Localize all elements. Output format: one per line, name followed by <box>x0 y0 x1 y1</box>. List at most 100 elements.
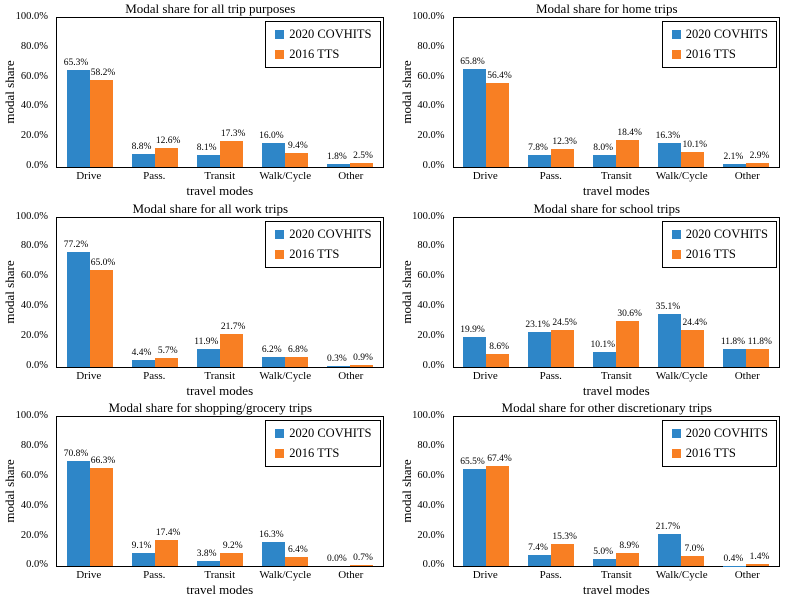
legend-item: 2020 COVHITS <box>275 425 372 442</box>
bar-value-label: 67.4% <box>487 453 512 464</box>
bar-value-label: 77.2% <box>63 239 89 250</box>
y-tick-label: 40.0% <box>417 499 445 511</box>
chart-title: Modal share for all trip purposes <box>125 1 296 16</box>
chart-title: Modal share for school trips <box>533 200 681 216</box>
y-tick-label: 100.0% <box>412 210 445 222</box>
bar-2016-tts: 6.4% <box>284 545 308 567</box>
bar-group: 0.0% 0.7% <box>317 417 382 567</box>
x-axis-title: travel modes <box>582 582 650 598</box>
bar-value-label: 0.0% <box>326 554 347 565</box>
y-tick-label: 60.0% <box>417 70 445 82</box>
bar-2020-covhits: 6.2% <box>261 345 285 367</box>
y-tick-label: 20.0% <box>20 130 48 142</box>
legend-item: 2020 COVHITS <box>671 425 768 442</box>
legend: 2020 COVHITS 2016 TTS <box>265 220 381 268</box>
legend-swatch-tts-icon <box>671 249 681 259</box>
bar-group: 65.3% 58.2% <box>57 18 122 167</box>
bar-2020-covhits: 65.3% <box>64 58 90 167</box>
y-tick-label: 60.0% <box>417 270 445 282</box>
bar-group: 7.8% 12.3% <box>519 18 584 167</box>
x-tick-label: Walk/Cycle <box>655 569 708 582</box>
bar-2016-tts: 12.3% <box>551 137 577 167</box>
x-axis-title: travel modes <box>186 582 254 598</box>
bar-value-label: 2.5% <box>353 151 373 162</box>
y-tick-label: 100.0% <box>15 210 48 222</box>
bar-2016-tts: 12.6% <box>154 136 180 167</box>
bar-2016-tts: 30.6% <box>616 309 642 367</box>
bar-value-label: 65.5% <box>460 456 485 467</box>
bar-value-label: 19.9% <box>460 325 485 336</box>
bar-group: 65.8% 56.4% <box>454 18 519 167</box>
x-tick-label: Drive <box>472 170 498 182</box>
x-tick-label: Other <box>734 369 760 382</box>
bar-value-label: 23.1% <box>525 320 550 331</box>
y-tick-label: 60.0% <box>20 469 48 481</box>
legend-swatch-tts-icon <box>275 50 285 59</box>
y-tick-label: 100.0% <box>15 11 48 22</box>
bar-value-label: 21.7% <box>220 322 246 333</box>
bar-2020-covhits: 11.8% <box>721 337 747 367</box>
bar-value-label: 7.8% <box>528 143 548 154</box>
chart-shopping-grocery-trips: Modal share for shopping/grocery trips mo… <box>0 399 397 599</box>
x-tick-label: Other <box>338 569 364 582</box>
bar-value-label: 4.4% <box>131 348 152 359</box>
bar-group: 11.8% 11.8% <box>714 218 779 367</box>
bar-group: 8.0% 18.4% <box>584 18 649 167</box>
legend-item: 2016 TTS <box>275 46 371 63</box>
bar-group: 3.8% 9.2% <box>187 417 252 567</box>
bar-2016-tts: 5.7% <box>154 346 178 367</box>
plot-area: 65.3% 58.2% 8.8% 12.6% 8.1% 17.3% 16.0% 9.4% 1.8… <box>56 17 384 168</box>
y-tick-label: 20.0% <box>417 529 445 541</box>
y-tick-label: 40.0% <box>20 300 48 312</box>
bar-2016-tts: 17.3% <box>219 129 245 167</box>
x-tick-label: Other <box>338 170 364 182</box>
x-tick-label: Other <box>338 369 364 382</box>
bar-value-label: 2.1% <box>723 151 744 162</box>
bar-2020-covhits: 8.8% <box>131 142 155 167</box>
x-axis-title: travel modes <box>582 183 650 198</box>
bar-2020-covhits: 11.9% <box>194 337 220 367</box>
x-tick-label: Transit <box>204 569 236 582</box>
y-axis-ticks: 100.0% 80.0% 60.0% 40.0% 20.0% 0.0% <box>397 0 449 200</box>
bar-group: 6.2% 6.8% <box>252 218 317 367</box>
x-tick-label: Transit <box>600 369 632 382</box>
bar-2016-tts: 0.7% <box>349 553 373 567</box>
bar-group: 1.8% 2.5% <box>317 18 382 167</box>
chart-title: Modal share for home trips <box>535 1 678 16</box>
x-axis-ticks: Drive Pass. Transit Walk/Cycle Other <box>453 370 781 382</box>
x-tick-label: Transit <box>204 369 236 382</box>
bar-groups: 65.3% 58.2% 8.8% 12.6% 8.1% 17.3% 16.0% 9.4% 1.8… <box>57 18 383 167</box>
bar-value-label: 17.3% <box>220 129 246 140</box>
y-tick-label: 80.0% <box>417 440 445 452</box>
bar-value-label: 7.0% <box>684 543 705 554</box>
bar-2020-covhits: 2.1% <box>723 152 747 167</box>
bar-2016-tts: 67.4% <box>486 454 512 567</box>
bar-value-label: 0.7% <box>353 553 373 564</box>
bar-groups: 70.8% 66.3% 9.1% 17.4% 3.8% 9.2% 16.3% 6.4% 0.0%… <box>57 417 383 567</box>
legend: 2020 COVHITS 2016 TTS <box>265 21 381 68</box>
bar-2016-tts: 24.4% <box>681 318 707 367</box>
bar-2020-covhits: 5.0% <box>593 547 617 567</box>
x-axis-ticks: Drive Pass. Transit Walk/Cycle Other <box>453 170 781 182</box>
bar-value-label: 24.4% <box>682 318 708 329</box>
x-tick-label: Drive <box>472 569 498 582</box>
y-tick-label: 40.0% <box>20 100 48 112</box>
bar-2020-covhits: 9.1% <box>131 541 155 567</box>
x-tick-label: Walk/Cycle <box>259 369 312 382</box>
legend-swatch-tts-icon <box>275 449 285 459</box>
y-axis-ticks: 100.0% 80.0% 60.0% 40.0% 20.0% 0.0% <box>0 399 52 599</box>
bar-value-label: 11.9% <box>194 336 219 347</box>
y-tick-label: 100.0% <box>412 410 445 422</box>
bar-group: 10.1% 30.6% <box>584 218 649 367</box>
bar-value-label: 8.1% <box>196 142 217 153</box>
legend: 2020 COVHITS 2016 TTS <box>661 220 777 268</box>
bar-group: 19.9% 8.6% <box>454 218 519 367</box>
legend-label: 2016 TTS <box>289 47 340 61</box>
bar-value-label: 5.7% <box>157 346 178 357</box>
bar-value-label: 65.8% <box>460 56 485 67</box>
bar-value-label: 1.4% <box>749 552 770 563</box>
bar-group: 16.3% 6.4% <box>252 417 317 567</box>
bar-value-label: 9.1% <box>131 540 152 551</box>
legend-swatch-covhits-icon <box>671 30 681 39</box>
bar-value-label: 18.4% <box>617 127 642 138</box>
